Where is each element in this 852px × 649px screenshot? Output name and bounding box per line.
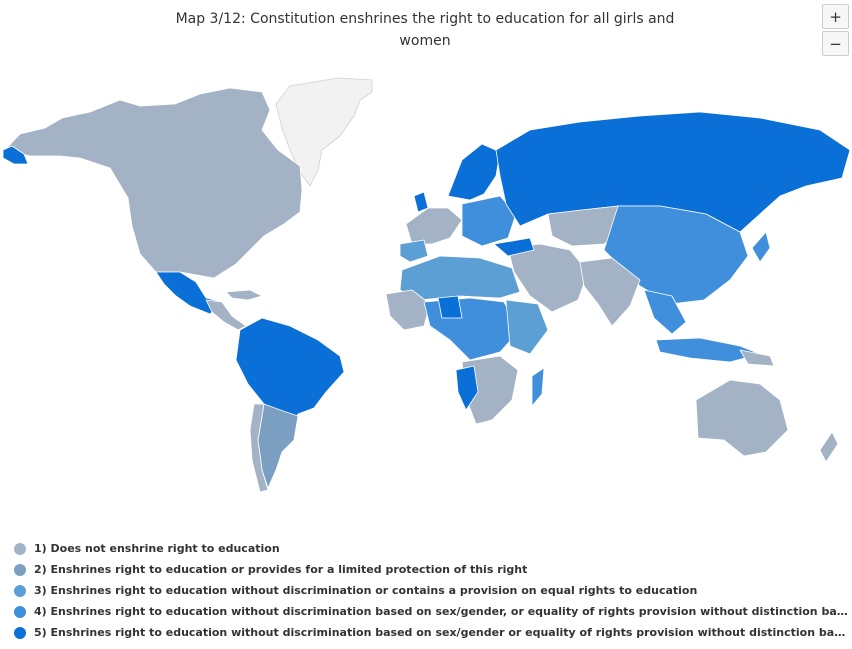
- region-europe-west[interactable]: [405, 207, 463, 245]
- region-turkey[interactable]: [493, 237, 535, 257]
- region-north-africa[interactable]: [399, 255, 521, 301]
- legend-label: 4) Enshrines right to education without …: [34, 605, 849, 618]
- legend-item[interactable]: 5) Enshrines right to education without …: [14, 622, 849, 643]
- region-new-zealand[interactable]: [819, 431, 839, 463]
- map-title: Map 3/12: Constitution enshrines the rig…: [175, 11, 675, 49]
- region-alaska-tip[interactable]: [2, 145, 29, 165]
- region-madagascar[interactable]: [531, 367, 545, 407]
- region-south-america-north[interactable]: [235, 317, 345, 435]
- region-nigeria[interactable]: [437, 295, 463, 319]
- region-chile[interactable]: [249, 403, 269, 493]
- legend-label: 5) Enshrines right to education without …: [34, 626, 849, 639]
- legend-label: 3) Enshrines right to education without …: [34, 584, 698, 597]
- legend-item[interactable]: 3) Enshrines right to education without …: [14, 580, 849, 601]
- region-east-africa[interactable]: [505, 299, 549, 355]
- region-central-africa[interactable]: [423, 297, 521, 361]
- map-legend: 1) Does not enshrine right to education …: [14, 538, 849, 643]
- region-middle-east[interactable]: [507, 243, 589, 313]
- region-iberia[interactable]: [399, 239, 429, 263]
- legend-item[interactable]: 2) Enshrines right to education or provi…: [14, 559, 849, 580]
- region-uk[interactable]: [413, 191, 429, 213]
- legend-dot: [14, 542, 26, 555]
- legend-dot: [14, 626, 26, 639]
- region-caribbean[interactable]: [225, 289, 263, 301]
- region-north-america[interactable]: [4, 87, 303, 279]
- region-scandinavia[interactable]: [447, 143, 501, 201]
- region-europe-east[interactable]: [461, 195, 517, 247]
- region-angola[interactable]: [455, 365, 479, 411]
- legend-item[interactable]: 4) Enshrines right to education without …: [14, 601, 849, 622]
- region-west-africa[interactable]: [385, 289, 431, 331]
- legend-dot: [14, 563, 26, 576]
- region-new-guinea[interactable]: [739, 349, 775, 367]
- legend-label: 1) Does not enshrine right to education: [34, 542, 280, 555]
- legend-dot: [14, 605, 26, 618]
- region-central-america[interactable]: [205, 299, 247, 331]
- zoom-in-button[interactable]: +: [822, 4, 849, 29]
- region-australia[interactable]: [695, 379, 789, 457]
- legend-item[interactable]: 1) Does not enshrine right to education: [14, 538, 849, 559]
- region-russia[interactable]: [495, 111, 851, 233]
- legend-dot: [14, 584, 26, 597]
- region-japan[interactable]: [751, 231, 771, 263]
- legend-label: 2) Enshrines right to education or provi…: [34, 563, 528, 576]
- region-india[interactable]: [579, 257, 641, 327]
- region-greenland[interactable]: [275, 77, 373, 187]
- world-map[interactable]: [0, 55, 852, 525]
- zoom-out-button[interactable]: −: [822, 31, 849, 56]
- region-se-asia[interactable]: [643, 289, 687, 335]
